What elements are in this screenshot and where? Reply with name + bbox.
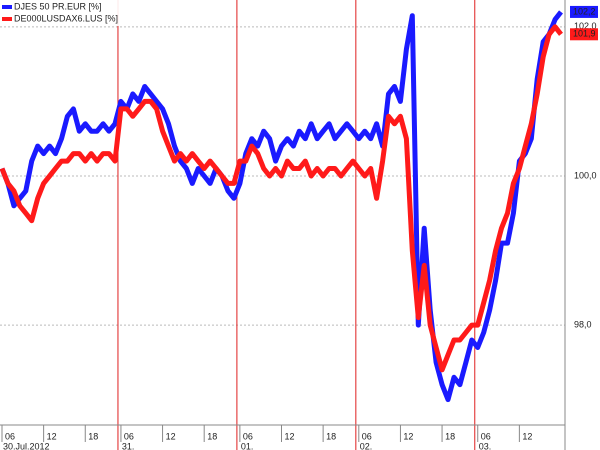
x-tick-label: 12 xyxy=(522,431,532,441)
x-day-label: 03. xyxy=(479,441,492,450)
end-value-box xyxy=(570,5,598,18)
legend-box xyxy=(0,0,128,26)
end-value-label: 101,9 xyxy=(573,29,596,39)
x-tick-label: 12 xyxy=(47,431,57,441)
y-tick-label: 100,0 xyxy=(574,170,597,180)
x-tick-label: 18 xyxy=(207,431,217,441)
end-value-box xyxy=(570,28,598,41)
x-day-label: 30.Jul.2012 xyxy=(3,441,50,450)
x-day-label: 31. xyxy=(122,441,135,450)
x-tick-label: 06 xyxy=(481,431,491,441)
x-tick-label: 06 xyxy=(362,431,372,441)
x-tick-label: 18 xyxy=(445,431,455,441)
x-tick-label: 06 xyxy=(243,431,253,441)
y-tick-label: 98,0 xyxy=(574,319,592,329)
x-tick-label: 06 xyxy=(124,431,134,441)
x-day-label: 02. xyxy=(360,441,373,450)
x-tick-label: 12 xyxy=(285,431,295,441)
x-tick-label: 12 xyxy=(403,431,413,441)
series-line xyxy=(0,10,563,403)
y-tick-label: 102,0 xyxy=(574,21,597,31)
x-tick-label: 06 xyxy=(5,431,15,441)
legend-label: DE000LUSDAX6.LUS [%] xyxy=(14,13,118,23)
x-tick-label: 18 xyxy=(88,431,98,441)
x-tick-label: 18 xyxy=(326,431,336,441)
x-day-label: 01. xyxy=(241,441,254,450)
series-line xyxy=(0,24,563,373)
legend-label: DJES 50 PR.EUR [%] xyxy=(14,1,102,11)
x-tick-label: 12 xyxy=(166,431,176,441)
end-value-label: 102,2 xyxy=(573,6,596,16)
